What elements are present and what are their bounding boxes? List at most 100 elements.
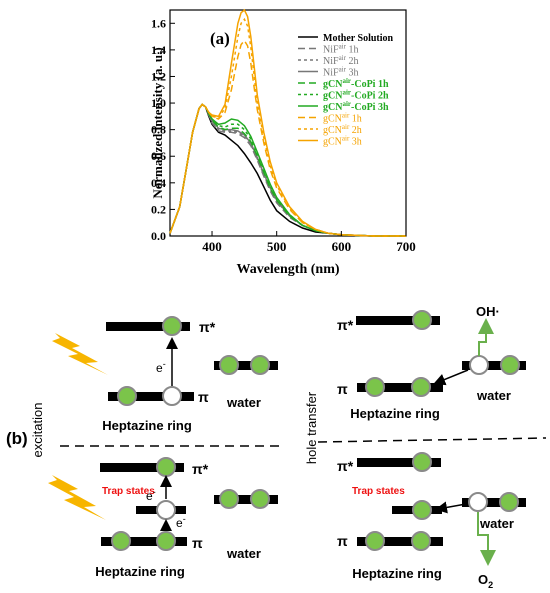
oh-radical-label: OH· xyxy=(476,304,500,319)
pi-star-label: π* xyxy=(199,319,216,335)
pi-star-level-bar xyxy=(100,463,184,472)
hole-transfer-arrow xyxy=(433,369,469,386)
electron-icon xyxy=(111,531,131,551)
series-line-5 xyxy=(169,103,406,237)
legend-label: gCNair-CoPi 2h xyxy=(323,89,389,102)
heptazine-ring-label: Heptazine ring xyxy=(352,566,442,581)
electron-icon xyxy=(412,500,432,520)
pi-label: π xyxy=(337,381,348,397)
electron-icon xyxy=(117,386,137,406)
pi-label: π xyxy=(337,533,348,549)
legend-label: Mother Solution xyxy=(323,33,394,44)
pi-star-label: π* xyxy=(192,461,209,477)
pi-level-bar xyxy=(101,537,187,546)
lightning-icon xyxy=(48,475,106,520)
series-line-3 xyxy=(169,103,406,237)
panel-a-label: (a) xyxy=(210,29,230,48)
electron-icon xyxy=(411,531,431,551)
electron-icon xyxy=(412,310,432,330)
series-line-4 xyxy=(169,103,406,237)
pi-level-bar xyxy=(357,383,443,392)
water-level-bar xyxy=(214,361,278,370)
pi-star-level-bar xyxy=(357,458,441,467)
water-level-bar xyxy=(462,361,526,370)
mechanism-diagram: (b) excitation hole transfer π* e- π Hep… xyxy=(6,304,547,590)
electron-icon xyxy=(365,531,385,551)
electron-label: e- xyxy=(176,514,186,530)
y-axis-label: Normalized intensity (a. u.) xyxy=(150,47,165,198)
y-axis-ticks: 0.0 0.2 0.4 0.6 0.8 1.0 1.2 1.4 1.6 xyxy=(151,16,175,243)
x-tick-label: 400 xyxy=(202,239,222,254)
legend-label: gCNair 2h xyxy=(323,123,362,136)
y-tick-label: 0.6 xyxy=(151,149,166,163)
pi-level-bar xyxy=(357,537,443,546)
series-line-2 xyxy=(169,103,406,237)
heptazine-ring-label: Heptazine ring xyxy=(102,418,192,433)
y-tick-label: 0.2 xyxy=(151,202,166,216)
electron-icon xyxy=(250,355,270,375)
panel-b-label: (b) xyxy=(6,429,28,448)
x-axis-ticks: 400 500 600 700 xyxy=(202,231,416,254)
electron-icon xyxy=(219,355,239,375)
water-level-bar xyxy=(214,495,278,504)
water-label: water xyxy=(226,546,261,561)
electron-icon xyxy=(250,489,270,509)
y-tick-label: 1.6 xyxy=(151,16,166,30)
pi-star-level-bar xyxy=(106,322,190,331)
emission-spectra-chart: 400 500 600 700 0.0 0.2 0.4 0.6 0.8 1.0 1.2 1.4 1.6… xyxy=(150,8,416,277)
electron-icon xyxy=(162,316,182,336)
hole-transfer-label: hole transfer xyxy=(304,391,319,464)
oh-radical-arrow xyxy=(478,318,494,356)
electron-label: e- xyxy=(156,359,166,375)
legend-label: NiFair 1h xyxy=(323,43,358,56)
excitation-label: excitation xyxy=(30,403,45,458)
y-tick-label: 0.4 xyxy=(151,176,166,190)
y-tick-label: 0.0 xyxy=(151,229,166,243)
pi-label: π xyxy=(198,389,209,405)
water-level-bar xyxy=(462,498,526,507)
y-tick-label: 1.2 xyxy=(151,69,166,83)
lightning-icon xyxy=(52,333,108,375)
electron-icon xyxy=(499,492,519,512)
electron-label: e- xyxy=(146,487,156,503)
hole-icon xyxy=(156,500,176,520)
series-line-0 xyxy=(169,103,406,237)
hole-icon xyxy=(468,492,488,512)
pi-label: π xyxy=(192,535,203,551)
pi-level-bar xyxy=(108,392,194,401)
x-axis-label: Wavelength (nm) xyxy=(236,262,339,277)
x-tick-label: 500 xyxy=(267,239,287,254)
pi-star-label: π* xyxy=(337,458,354,474)
electron-icon xyxy=(219,489,239,509)
hole-icon xyxy=(162,386,182,406)
y-tick-label: 0.8 xyxy=(151,123,166,137)
series-line-6 xyxy=(169,103,406,237)
divider-right xyxy=(317,437,547,443)
series-line-1 xyxy=(169,103,406,237)
legend-label: gCNair 3h xyxy=(323,135,362,148)
hole-transfer-arrow xyxy=(435,501,467,514)
heptazine-ring-label: Heptazine ring xyxy=(95,564,185,579)
water-label: water xyxy=(476,388,511,403)
legend-label: NiFair 2h xyxy=(323,54,358,67)
legend-label: NiFair 3h xyxy=(323,66,358,79)
electron-icon xyxy=(156,531,176,551)
y-tick-label: 1.4 xyxy=(151,43,166,57)
series-line-9 xyxy=(169,8,406,237)
plot-frame xyxy=(169,9,407,237)
x-tick-label: 600 xyxy=(332,239,352,254)
legend-label: gCNair-CoPi 3h xyxy=(323,100,389,113)
y-tick-label: 1.0 xyxy=(151,96,166,110)
pi-star-label: π* xyxy=(337,317,354,333)
electron-icon xyxy=(156,457,176,477)
series-line-7 xyxy=(169,39,406,237)
water-label: water xyxy=(226,395,261,410)
legend-label: gCNair 1h xyxy=(323,112,362,125)
hole-icon xyxy=(469,355,489,375)
electron-icon xyxy=(500,355,520,375)
trap-states-label: Trap states xyxy=(352,486,405,497)
trap-states-label: Trap states xyxy=(102,486,155,497)
oxygen-label: O2 xyxy=(478,572,493,590)
